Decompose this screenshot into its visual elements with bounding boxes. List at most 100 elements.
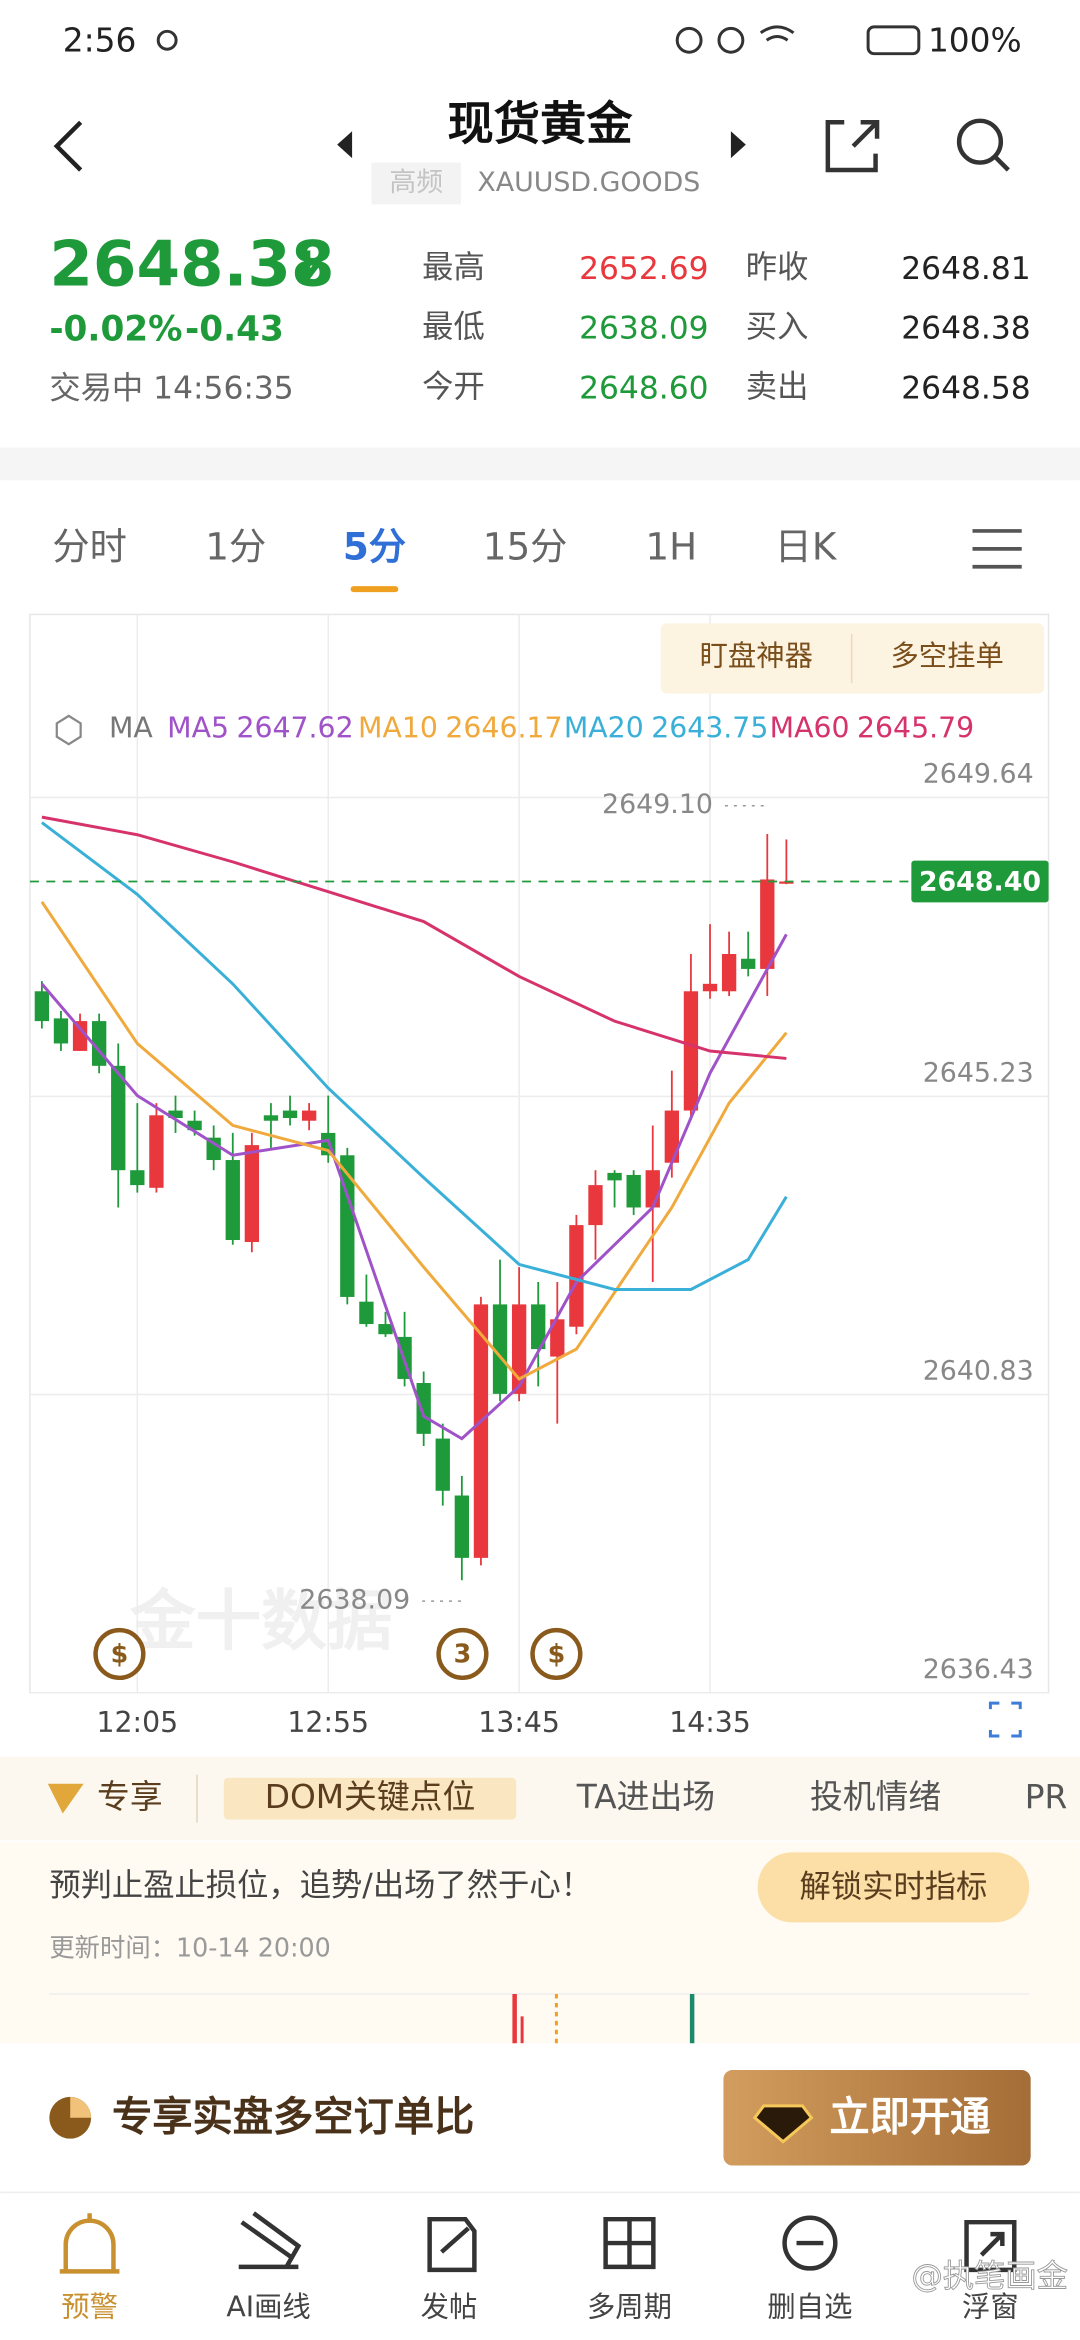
y-tick-label: 2645.23 — [923, 1057, 1034, 1088]
candle-body — [492, 1304, 508, 1394]
next-button[interactable] — [730, 131, 746, 159]
legend-entry: MA10 2646.17 — [358, 711, 562, 744]
badge — [93, 1627, 146, 1681]
promo-button[interactable]: 解锁实时指标 — [800, 1869, 988, 1905]
stat-value: 2652.69 — [579, 251, 708, 287]
candle-body — [111, 1065, 126, 1171]
legend-entry: MA20 2643.75 — [564, 711, 768, 744]
candle-body — [454, 1495, 470, 1558]
feature-tab[interactable]: 专享 — [97, 1778, 163, 1816]
chart-button[interactable]: 盯盘神器 — [700, 640, 813, 673]
legend-entry: MA60 2645.79 — [770, 711, 974, 744]
candle-body — [225, 1160, 240, 1241]
legend-entry: MA5 2647.62 — [167, 711, 353, 744]
last-price-box — [911, 860, 1049, 903]
battery: 100% — [928, 21, 1022, 59]
candle-body — [760, 879, 775, 969]
feature-tab-active[interactable]: DOM关键点位 — [265, 1778, 476, 1816]
search-button[interactable] — [956, 118, 1010, 172]
stat-value: 2648.60 — [579, 370, 708, 406]
candle-body — [206, 1137, 221, 1161]
promo-button-bg[interactable] — [757, 1852, 1030, 1923]
candle-body — [301, 1110, 317, 1121]
ma-line — [40, 933, 788, 1441]
tab[interactable]: 15分 — [483, 524, 568, 568]
candle-body — [702, 983, 718, 992]
nav-item-active[interactable]: 预警 — [61, 2291, 118, 2324]
candle-body — [244, 1145, 260, 1243]
feature-tab[interactable]: PR — [1025, 1778, 1068, 1816]
dom-levels — [49, 1993, 1030, 2044]
chart-frame — [29, 613, 1050, 1694]
y-tick-label: 2640.83 — [923, 1356, 1034, 1387]
x-tick-label: 12:55 — [287, 1706, 369, 1739]
x-tick-label: 12:05 — [97, 1706, 179, 1739]
update-time: 更新时间：10-14 20:00 — [49, 1932, 330, 1962]
candle-body — [282, 1110, 298, 1119]
x-tick-label: 14:35 — [669, 1706, 751, 1739]
chart-button[interactable]: 多空挂单 — [890, 640, 1003, 673]
ma-line — [40, 821, 788, 1291]
stat-label: 最低 — [422, 309, 485, 345]
tab[interactable]: 分时 — [52, 524, 127, 568]
fullscreen-button[interactable] — [988, 1701, 1022, 1738]
stat-value: 2648.58 — [901, 370, 1030, 406]
candle-body — [130, 1170, 145, 1186]
tag: 高频 — [389, 167, 443, 198]
badge-label: $ — [548, 1638, 566, 1668]
legend-value: 2646.17 — [445, 711, 562, 744]
nav-item[interactable]: 浮窗 — [962, 2291, 1019, 2324]
high-label: 2649.10 — [602, 789, 713, 820]
user-watermark: @执笔画金 — [911, 2258, 1067, 2294]
menu-button[interactable] — [972, 529, 1022, 569]
candle-body — [645, 1170, 660, 1208]
nav-item[interactable]: AI画线 — [226, 2291, 310, 2324]
candle-body — [588, 1185, 603, 1226]
candle-body — [34, 991, 50, 1022]
candle-body — [340, 1155, 355, 1297]
change: -0.43 — [185, 310, 284, 350]
feature-tab[interactable]: 投机情绪 — [810, 1778, 941, 1816]
legend-name: MA20 — [564, 711, 644, 744]
tag-bg — [371, 162, 461, 205]
banner-button-bg[interactable] — [723, 2070, 1031, 2166]
prev-button[interactable] — [337, 131, 353, 159]
nav-item[interactable]: 发帖 — [421, 2291, 478, 2324]
candle-body — [473, 1304, 489, 1558]
code: XAUUSD.GOODS — [477, 167, 700, 198]
ma-line — [40, 901, 788, 1381]
change-pct: -0.02% — [49, 310, 182, 350]
stat-label: 昨收 — [746, 249, 809, 285]
badge-label: $ — [111, 1638, 129, 1668]
tab-active[interactable]: 5分 — [343, 524, 406, 568]
banner-button[interactable]: 立即开通 — [829, 2094, 991, 2140]
back-button[interactable] — [53, 120, 83, 172]
ma-line — [41, 815, 787, 1060]
candle-body — [664, 1110, 679, 1163]
candle-body — [416, 1383, 431, 1434]
tab[interactable]: 日K — [775, 524, 838, 568]
nav-item[interactable]: 删自选 — [767, 2291, 852, 2324]
candle-body — [359, 1301, 374, 1325]
tab[interactable]: 1分 — [205, 524, 266, 568]
candle-body — [72, 1021, 88, 1051]
status-icons — [156, 25, 921, 56]
tab[interactable]: 1H — [645, 524, 697, 568]
last-price-label: 2648.40 — [919, 866, 1041, 897]
candle-body — [435, 1438, 450, 1491]
candle-body — [378, 1324, 393, 1335]
stats: 最高 2652.69 最低 2638.09 今开 2648.60 昨收 2648… — [422, 249, 1030, 406]
legend-name: MA5 — [167, 711, 229, 744]
candle-body — [779, 881, 794, 884]
share-button[interactable] — [825, 120, 880, 173]
indicator-icon[interactable] — [55, 714, 82, 746]
candle-body — [187, 1120, 202, 1131]
y-tick-label: 2636.43 — [923, 1654, 1034, 1685]
tab-underline — [350, 586, 399, 593]
feature-tab[interactable]: TA进出场 — [576, 1778, 715, 1816]
candle-body — [53, 1018, 69, 1044]
stat-value: 2638.09 — [579, 311, 708, 347]
title: 现货黄金 — [448, 96, 634, 150]
nav-item[interactable]: 多周期 — [587, 2291, 672, 2324]
feature-bar — [0, 1756, 1080, 1841]
